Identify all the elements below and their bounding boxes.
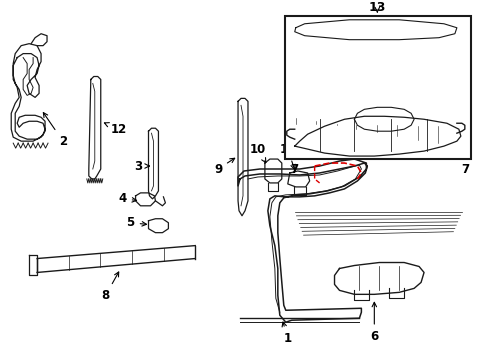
Text: 10: 10: [249, 143, 265, 163]
Text: 4: 4: [118, 192, 136, 205]
Text: 12: 12: [104, 123, 126, 136]
Text: 6: 6: [369, 302, 378, 343]
Text: 5: 5: [126, 216, 146, 229]
Text: 1: 1: [282, 322, 291, 345]
Text: 3: 3: [134, 159, 149, 172]
Bar: [284, 16, 470, 159]
Text: 13: 13: [368, 1, 385, 14]
Text: 7: 7: [459, 135, 468, 176]
Text: 9: 9: [214, 158, 234, 176]
Text: 7: 7: [290, 141, 298, 176]
Text: 2: 2: [43, 113, 67, 148]
Text: 8: 8: [102, 272, 119, 302]
Text: 11: 11: [279, 143, 295, 169]
